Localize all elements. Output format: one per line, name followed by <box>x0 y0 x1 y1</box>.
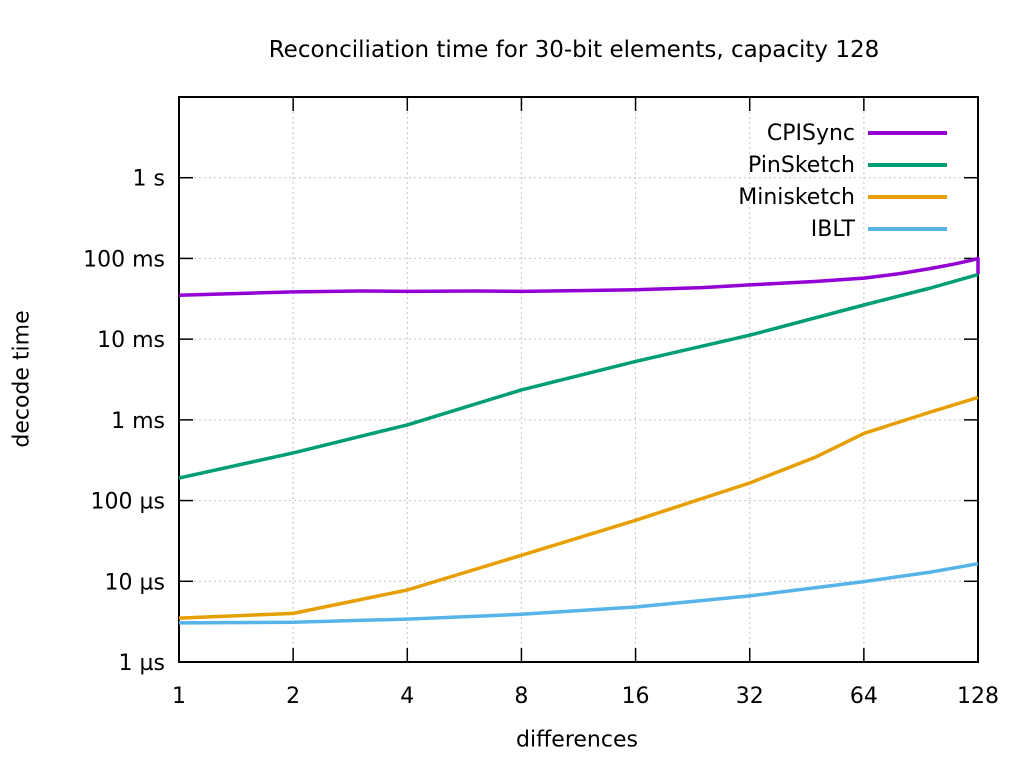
legend-swatch-minisketch <box>868 195 947 199</box>
x-tick-label: 64 <box>850 684 878 709</box>
legend-swatch-cpisync <box>868 131 947 135</box>
legend-item-minisketch: Minisketch <box>738 181 947 213</box>
series-line-pinsketch <box>178 272 979 480</box>
y-tick-label: 1 µs <box>119 651 165 676</box>
legend-item-iblt: IBLT <box>738 213 947 245</box>
series-line-cpisync <box>178 256 980 297</box>
legend: CPISync PinSketch Minisketch IBLT <box>738 117 947 245</box>
legend-item-pinsketch: PinSketch <box>738 149 947 181</box>
x-tick-label: 8 <box>514 684 528 709</box>
legend-swatch-iblt <box>868 227 947 231</box>
plot-border <box>178 96 979 663</box>
legend-label-iblt: IBLT <box>810 216 855 242</box>
legend-label-cpisync: CPISync <box>766 120 855 146</box>
x-tick-label: 128 <box>957 684 999 709</box>
y-tick-label: 10 ms <box>97 328 165 353</box>
series-line-iblt <box>178 561 979 625</box>
chart-title: Reconciliation time for 30-bit elements,… <box>268 37 880 63</box>
y-tick-label: 100 ms <box>83 247 165 272</box>
x-tick-label: 16 <box>622 684 650 709</box>
legend-swatch-pinsketch <box>868 163 947 167</box>
x-tick-label: 32 <box>736 684 764 709</box>
y-tick-label: 100 µs <box>91 490 165 515</box>
y-tick-label: 1 ms <box>111 409 165 434</box>
x-tick-label: 1 <box>172 684 186 709</box>
legend-label-minisketch: Minisketch <box>738 184 855 210</box>
x-axis-label: differences <box>516 727 638 753</box>
legend-item-cpisync: CPISync <box>738 117 947 149</box>
x-tick-label: 2 <box>286 684 300 709</box>
legend-label-pinsketch: PinSketch <box>748 152 855 178</box>
y-tick-label: 1 s <box>133 167 165 192</box>
series-line-minisketch <box>178 395 979 620</box>
x-tick-label: 4 <box>400 684 414 709</box>
y-tick-label: 10 µs <box>105 570 165 595</box>
